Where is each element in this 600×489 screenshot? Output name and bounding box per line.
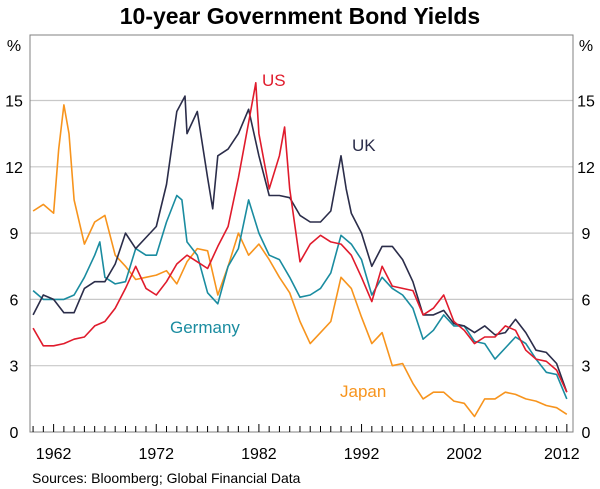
x-tick-label: 1972 bbox=[138, 446, 174, 463]
x-tick-label: 2002 bbox=[446, 446, 482, 463]
series-line-uk bbox=[32, 95, 568, 393]
series-label-japan: Japan bbox=[340, 382, 386, 401]
y-tick-label-right: 6 bbox=[582, 292, 591, 309]
x-tick-label: 1982 bbox=[241, 446, 277, 463]
chart-title: 10-year Government Bond Yields bbox=[120, 3, 480, 29]
x-tick-label: 2012 bbox=[544, 446, 580, 463]
y-axis-label-left: % bbox=[7, 38, 21, 55]
x-tick-label: 1992 bbox=[344, 446, 380, 463]
series-label-us: US bbox=[262, 71, 286, 90]
series-line-us bbox=[32, 82, 568, 393]
series-line-germany bbox=[32, 194, 568, 400]
y-tick-label-right: 15 bbox=[577, 94, 595, 111]
y-tick-label-right: 12 bbox=[577, 160, 595, 177]
y-tick-label-right: 9 bbox=[582, 226, 591, 243]
source-note: Sources: Bloomberg; Global Financial Dat… bbox=[32, 470, 301, 486]
y-tick-label-left: 6 bbox=[10, 292, 19, 309]
y-tick-label-left: 9 bbox=[10, 226, 19, 243]
y-tick-label-left: 0 bbox=[10, 425, 19, 442]
y-axis-label-right: % bbox=[579, 38, 593, 55]
series-label-uk: UK bbox=[352, 136, 376, 155]
y-tick-label-right: 3 bbox=[582, 359, 591, 376]
series-label-germany: Germany bbox=[170, 318, 240, 337]
y-tick-label-left: 3 bbox=[10, 359, 19, 376]
series-line-japan bbox=[32, 104, 568, 418]
y-tick-label-left: 12 bbox=[5, 160, 23, 177]
y-tick-label-right: 0 bbox=[582, 425, 591, 442]
plot-frame bbox=[29, 34, 574, 433]
x-tick-label: 1962 bbox=[36, 446, 72, 463]
y-tick-label-left: 15 bbox=[5, 94, 23, 111]
